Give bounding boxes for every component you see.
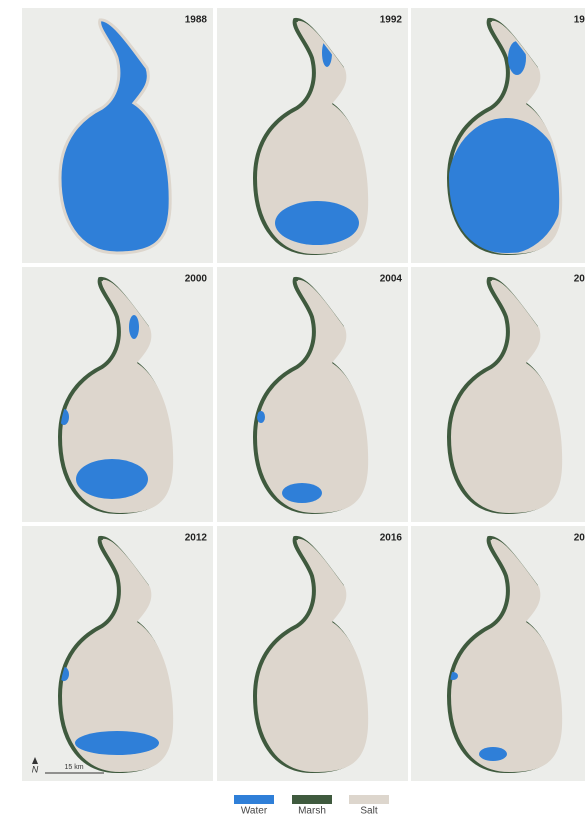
map-panel: 1996 [411, 8, 585, 263]
map-panel: 1988 [22, 8, 213, 263]
year-label: 2016 [380, 533, 403, 544]
water-area [275, 201, 359, 245]
year-label: 1996 [574, 15, 585, 26]
water-area [479, 747, 507, 761]
water-area [129, 315, 139, 339]
year-label: 1992 [380, 15, 403, 26]
scale-label: 15 km [64, 764, 83, 771]
map-panel: 2008 [411, 267, 585, 522]
water-area [75, 731, 159, 755]
year-label: 2008 [574, 274, 585, 285]
map-panel: 2004 [217, 267, 408, 522]
water-area [257, 411, 265, 423]
legend-swatch [234, 795, 274, 804]
map-panel: 2012 [22, 526, 213, 781]
year-label: 2012 [185, 533, 208, 544]
year-label: 2000 [185, 274, 208, 285]
legend-swatch [349, 795, 389, 804]
map-panel: 1992 [217, 8, 408, 263]
legend-label: Marsh [298, 806, 326, 816]
map-panel: 2016 [217, 526, 408, 781]
legend-label: Salt [360, 806, 377, 816]
water-area [76, 459, 148, 499]
water-area [282, 483, 322, 503]
page: {"panels": [{"year": "1988"}, {"year": "… [0, 0, 585, 816]
year-label: 2004 [380, 274, 403, 285]
legend-swatch [292, 795, 332, 804]
north-label: N [32, 764, 39, 774]
water-area [448, 118, 564, 254]
map-figure: 1988 1992 1996 2000 2004 2008 2012 2016 2020 N 15 … [0, 0, 585, 816]
legend-label: Water [241, 806, 268, 816]
map-panel: 2000 [22, 267, 213, 522]
year-label: 1988 [185, 15, 208, 26]
